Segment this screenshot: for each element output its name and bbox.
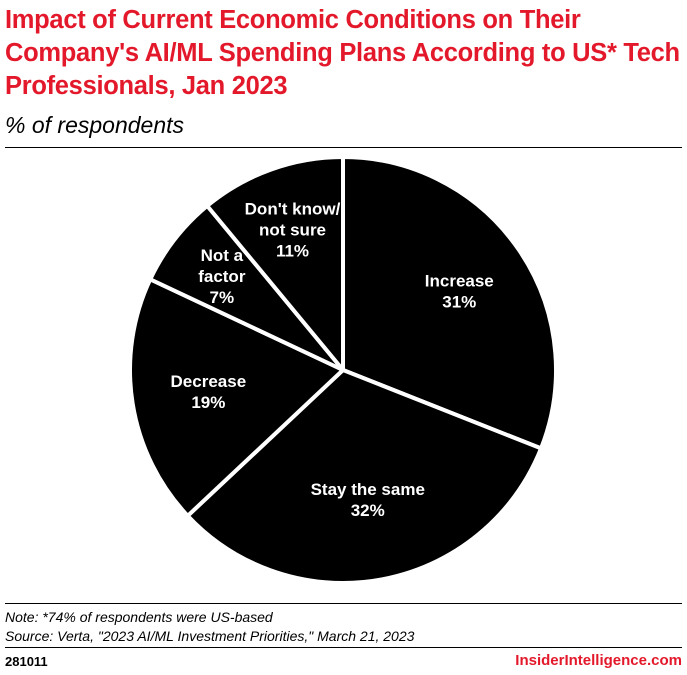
pie-slices xyxy=(128,155,558,585)
slice-label-not-a-factor: Not a factor 7% xyxy=(198,246,246,307)
pie-slice-stay-the-same xyxy=(185,368,544,585)
bottom-divider xyxy=(5,603,682,604)
brand-link[interactable]: InsiderIntelligence.com xyxy=(515,652,682,669)
pie-slice-decrease xyxy=(128,277,345,518)
pie-slice-increase xyxy=(341,155,558,451)
footnote: Note: *74% of respondents were US-based … xyxy=(5,608,414,646)
chart-id: 281011 xyxy=(5,654,48,669)
slice-label-don-t-know-not-sure: Don't know/not sure 11% xyxy=(245,200,341,261)
pie-slice-don-t-know-not-sure xyxy=(205,155,345,372)
slice-label-stay-the-same: Stay the same 32% xyxy=(311,480,425,520)
source-text: Source: Verta, "2023 AI/ML Investment Pr… xyxy=(5,628,415,644)
slice-label-decrease: Decrease 19% xyxy=(171,372,247,412)
chart-subtitle: % of respondents xyxy=(5,112,185,138)
pie-chart: Increase 31% Stay the same 32% Decrease 19% No… xyxy=(128,155,558,585)
footer-divider xyxy=(5,647,682,648)
note-text: Note: *74% of respondents were US-based xyxy=(5,609,273,625)
slice-label-increase: Increase 31% xyxy=(425,271,494,311)
pie-labels: Increase 31% Stay the same 32% Decrease 19% No… xyxy=(171,200,494,521)
top-divider xyxy=(5,147,682,148)
chart-title: Impact of Current Economic Conditions on… xyxy=(5,6,680,100)
